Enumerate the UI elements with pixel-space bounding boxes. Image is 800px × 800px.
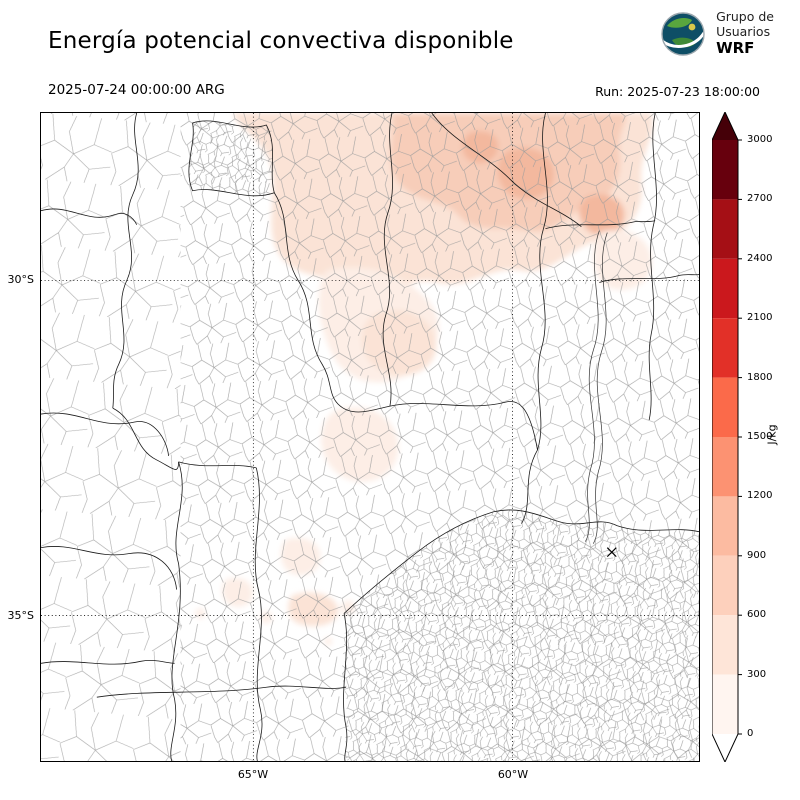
wrf-logo: Grupo de Usuarios WRF (659, 10, 774, 58)
map-panel (40, 112, 700, 762)
colorbar-segment (712, 555, 738, 616)
colorbar-segment (712, 615, 738, 675)
colorbar-segment (712, 377, 738, 437)
logo-line-1: Grupo de (716, 9, 774, 25)
colorbar-tick-label: 0 (747, 728, 754, 739)
colorbar-tick-label: 900 (747, 550, 767, 561)
river-lines (585, 230, 608, 544)
lon-tick-60w: 60°W (497, 768, 529, 781)
colorbar-tick-label: 300 (747, 669, 767, 680)
lat-tick-35s: 35°S (7, 609, 34, 622)
colorbar-tick-label: 1200 (747, 490, 773, 501)
colorbar-tick-label: 2400 (747, 253, 773, 264)
colorbar-over-arrow (712, 112, 738, 140)
colorbar-segment (712, 674, 738, 734)
lon-tick-65w: 65°W (237, 768, 269, 781)
city-marker (606, 547, 617, 558)
colorbar-segment (712, 496, 738, 556)
colorbar-tick-label: 3000 (747, 134, 773, 145)
colorbar (712, 112, 742, 762)
colorbar-tick-label: 1500 (747, 431, 773, 442)
globe-icon (660, 12, 706, 56)
colorbar-tickmarks (738, 139, 742, 735)
province-borders (41, 113, 699, 761)
logo-text: Grupo de Usuarios WRF (716, 10, 774, 57)
colorbar-tick-label: 1800 (747, 372, 773, 383)
logo-wrf-label: WRF (716, 38, 755, 57)
colorbar-unit-label: J/kg (765, 424, 779, 445)
map-canvas (41, 113, 699, 761)
colorbar-segment (712, 318, 738, 378)
colorbar-segment (712, 258, 738, 319)
colorbar-tick-label: 600 (747, 609, 767, 620)
run-time-label: Run: 2025-07-23 18:00:00 (595, 84, 760, 99)
department-borders (41, 113, 699, 761)
colorbar-segment (712, 140, 738, 200)
page-title: Energía potencial convectiva disponible (48, 28, 514, 54)
colorbar-segment (712, 437, 738, 497)
colorbar-under-arrow (712, 734, 738, 762)
logo-line-2: Usuarios (716, 24, 771, 40)
graticule (41, 113, 699, 761)
lat-tick-30s: 30°S (7, 273, 34, 286)
colorbar-tick-label: 2700 (747, 193, 773, 204)
colorbar-segment (712, 199, 738, 259)
colorbar-tick-label: 2100 (747, 312, 773, 323)
valid-time-label: 2025-07-24 00:00:00 ARG (48, 82, 225, 98)
